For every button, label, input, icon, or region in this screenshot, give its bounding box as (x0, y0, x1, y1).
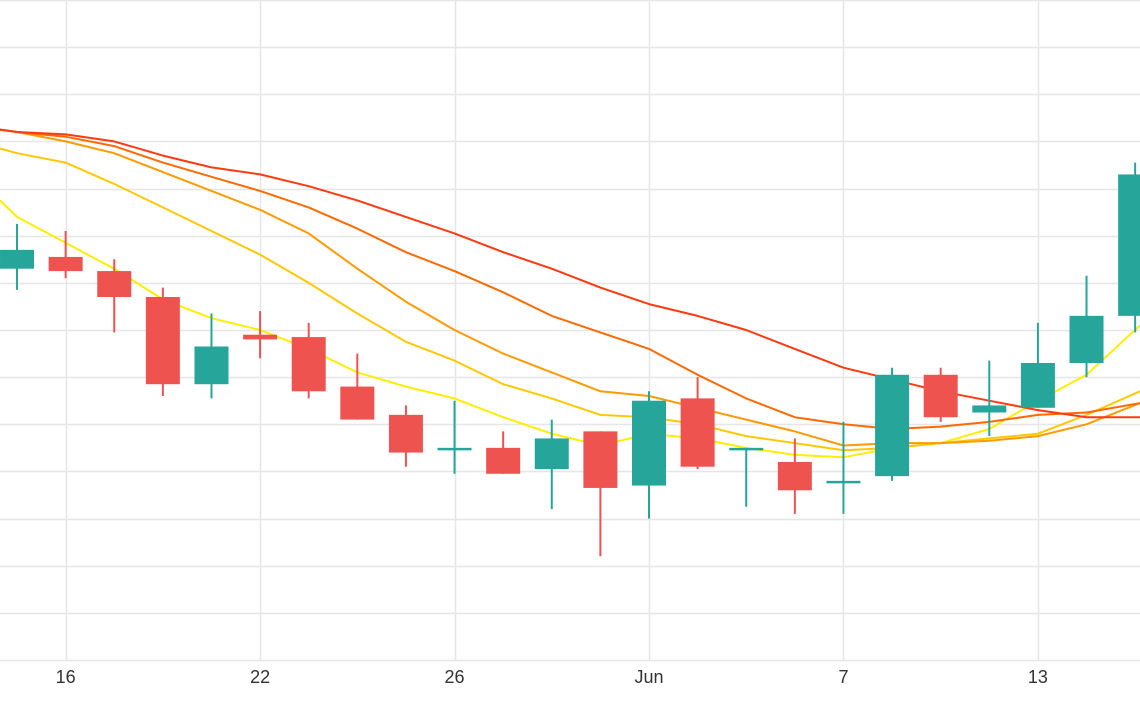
candle (486, 431, 521, 474)
candle (97, 259, 132, 333)
candle (1020, 322, 1055, 408)
candle (1069, 275, 1104, 378)
candle (340, 353, 375, 420)
candle (680, 377, 715, 470)
candle-body (1069, 315, 1104, 363)
candle-body (0, 249, 35, 269)
candle-body (777, 462, 812, 491)
candle (194, 313, 229, 399)
candle (923, 367, 958, 422)
candle-body (1020, 363, 1055, 408)
x-axis-ticks: 16 22 26 Jun 7 13 (56, 667, 1048, 687)
candle (0, 223, 35, 290)
candle-body (388, 414, 423, 453)
x-tick-label: 26 (445, 667, 465, 687)
x-tick-label: 7 (838, 667, 848, 687)
candle (291, 322, 326, 399)
candle (388, 405, 423, 467)
candle-body (972, 405, 1007, 413)
candle-body (583, 431, 618, 488)
candle (875, 367, 910, 481)
candle-body (194, 346, 229, 385)
candles (0, 162, 1140, 557)
candle (534, 419, 569, 510)
candle-body (243, 334, 278, 340)
candle-body (729, 447, 764, 451)
x-tick-label: 22 (250, 667, 270, 687)
moving-average-line-3 (0, 128, 1140, 447)
candle-body (48, 256, 83, 272)
candle-body (923, 374, 958, 418)
candle (826, 421, 861, 514)
candle-body (680, 398, 715, 467)
candle-body (437, 447, 472, 451)
candle-body (826, 480, 861, 484)
moving-average-lines (0, 128, 1140, 459)
candle-body (486, 447, 521, 474)
candle-body (291, 337, 326, 392)
candle-body (534, 438, 569, 470)
candle (729, 447, 764, 507)
x-tick-label: 16 (56, 667, 76, 687)
moving-average-line-4 (0, 128, 1140, 430)
candle-body (875, 374, 910, 477)
x-tick-label: 13 (1028, 667, 1048, 687)
candle (437, 400, 472, 474)
candle-body (340, 386, 375, 420)
candle (48, 231, 83, 279)
candle (1118, 162, 1140, 333)
candle (972, 360, 1007, 437)
candle (583, 431, 618, 557)
candle (243, 311, 278, 359)
candle-body (145, 297, 180, 385)
candle-body (1118, 174, 1140, 316)
x-tick-label: Jun (634, 667, 663, 687)
candle-body (631, 400, 666, 486)
candle (145, 287, 180, 396)
candle-body (97, 271, 132, 297)
candle (777, 438, 812, 514)
candle (631, 391, 666, 519)
